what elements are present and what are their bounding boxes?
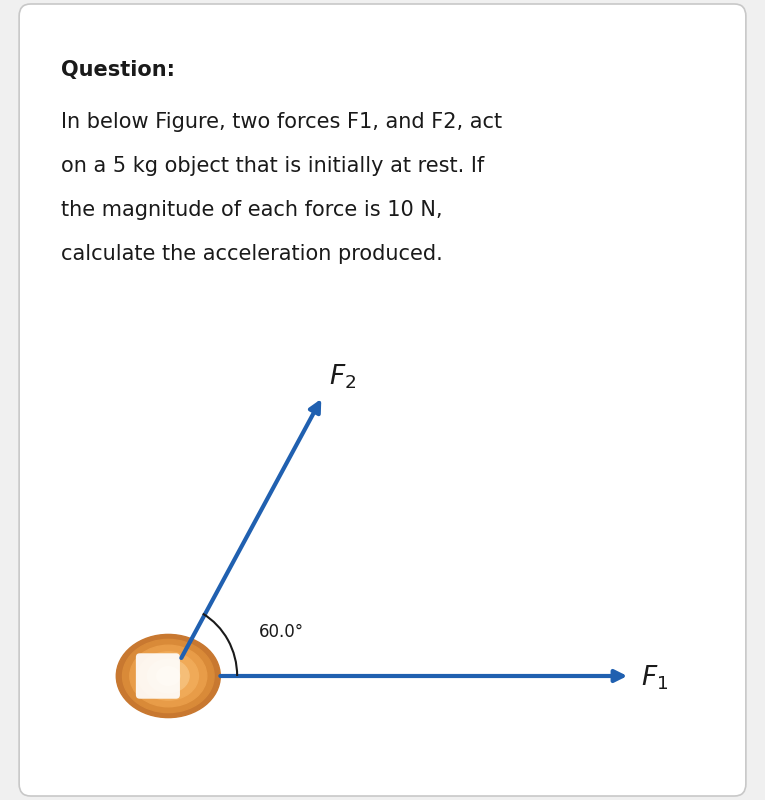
Text: on a 5 kg object that is initially at rest. If: on a 5 kg object that is initially at re… bbox=[61, 156, 484, 176]
Text: In below Figure, two forces F1, and F2, act: In below Figure, two forces F1, and F2, … bbox=[61, 112, 503, 132]
Text: Question:: Question: bbox=[61, 60, 175, 80]
Text: the magnitude of each force is 10 N,: the magnitude of each force is 10 N, bbox=[61, 200, 443, 220]
Text: calculate the acceleration produced.: calculate the acceleration produced. bbox=[61, 244, 443, 264]
Text: $\mathit{F}_2$: $\mathit{F}_2$ bbox=[329, 362, 356, 391]
Text: $\mathit{F}_1$: $\mathit{F}_1$ bbox=[641, 663, 669, 692]
Ellipse shape bbox=[157, 667, 180, 685]
Ellipse shape bbox=[122, 639, 214, 713]
FancyBboxPatch shape bbox=[136, 654, 180, 698]
FancyBboxPatch shape bbox=[19, 4, 746, 796]
Ellipse shape bbox=[138, 652, 198, 700]
Ellipse shape bbox=[148, 659, 189, 693]
Text: 60.0°: 60.0° bbox=[259, 623, 304, 641]
Ellipse shape bbox=[130, 646, 207, 706]
Ellipse shape bbox=[116, 634, 220, 718]
